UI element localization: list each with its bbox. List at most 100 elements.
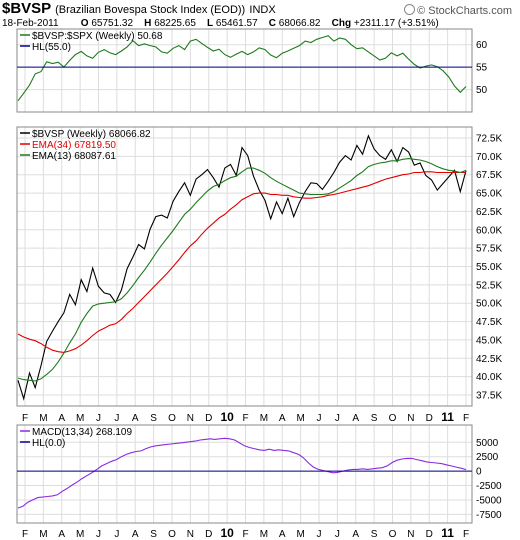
price-y-tick-label: 40.0K (476, 372, 502, 383)
price-x-tick-label: M (296, 413, 304, 424)
macd-x-tick-label: A (279, 529, 286, 540)
macd-y-tick-label: 2500 (476, 452, 499, 463)
macd-y-tick-label: -7500 (476, 510, 502, 521)
brand: © StockCharts.com (404, 4, 512, 17)
price-x-tick-label: A (58, 413, 65, 424)
price-y-tick-label: 67.5K (476, 170, 502, 181)
price-y-tick-label: 57.5K (476, 244, 502, 255)
price-x-tick-label: M (39, 413, 47, 424)
price-x-tick-label: D (426, 413, 433, 424)
price-y-tick-label: 42.5K (476, 354, 502, 365)
price-x-tick-label: D (205, 413, 212, 424)
macd-legend-label: MACD(13,34) 268.109 (32, 427, 132, 438)
price-y-tick-label: 45.0K (476, 335, 502, 346)
macd-y-tick-label: 0 (476, 467, 482, 478)
macd-x-tick-label: A (58, 529, 65, 540)
ratio-y-tick-label: 55 (476, 63, 488, 74)
macd-x-tick-label: A (352, 529, 359, 540)
price-y-tick-label: 62.5K (476, 207, 502, 218)
price-x-tick-label: J (96, 413, 101, 424)
macd-x-tick-label: 11 (441, 526, 454, 540)
macd-x-tick-label: N (407, 529, 414, 540)
price-x-tick-label: A (352, 413, 359, 424)
macd-x-tick-label: O (168, 529, 176, 540)
high-value: 68225.65 (154, 18, 196, 29)
close-label: C (268, 18, 276, 29)
high-label: H (144, 18, 152, 29)
price-series-line-0 (17, 134, 467, 401)
price-y-tick-label: 60.0K (476, 225, 502, 236)
macd-legend-label: HL(0.0) (32, 438, 65, 449)
description: (Brazilian Bovespa Stock Index (EOD)) (55, 4, 246, 16)
price-x-tick-label: O (389, 413, 397, 424)
price-x-tick-label: F (463, 413, 469, 424)
symbol: $BVSP (2, 0, 51, 17)
macd-y-tick-label: -5000 (476, 495, 502, 506)
price-series-line-2 (17, 158, 467, 382)
macd-x-tick-label: J (335, 529, 340, 540)
open-label: O (80, 18, 89, 29)
price-x-tick-label: J (335, 413, 340, 424)
price-y-tick-label: 55.0K (476, 262, 502, 273)
price-x-tick-label: N (407, 413, 414, 424)
macd-frame (16, 424, 473, 524)
price-x-tick-label: 10 (220, 410, 234, 424)
price-legend-label: EMA(13) 68087.61 (32, 151, 116, 162)
ratio-series-line-0 (17, 35, 467, 102)
open-value: 65751.32 (91, 18, 134, 29)
macd-x-tick-label: N (187, 529, 194, 540)
price-y-tick-label: 50.0K (476, 299, 502, 310)
price-y-tick-label: 37.5K (476, 390, 502, 401)
stockcharts-logo-icon (404, 4, 416, 15)
quote-line: 18-Feb-2011 O 65751.32 H 68225.65 L 6546… (2, 18, 439, 29)
price-x-tick-label: A (132, 413, 139, 424)
macd-x-tick-label: J (114, 529, 119, 540)
price-y-tick-label: 72.5K (476, 134, 502, 145)
macd-x-tick-label: M (260, 529, 268, 540)
price-x-tick-label: 11 (441, 410, 454, 424)
macd-x-tick-label: S (371, 529, 378, 540)
macd-x-tick-label: M (76, 529, 84, 540)
change-label: Chg (331, 18, 352, 29)
price-series-line-1 (17, 171, 467, 353)
brand-text: © StockCharts.com (417, 5, 512, 17)
price-x-tick-label: S (371, 413, 378, 424)
price-x-tick-label: M (260, 413, 268, 424)
price-x-tick-label: F (22, 413, 28, 424)
low-value: 65461.57 (215, 18, 258, 29)
quote-date: 18-Feb-2011 (2, 18, 59, 29)
macd-x-tick-label: D (426, 529, 433, 540)
price-legend-label: EMA(34) 67819.50 (32, 140, 116, 151)
ratio-legend-label: HL(55.0) (32, 42, 71, 53)
change-value: +2311.17 (+3.51%) (353, 18, 439, 29)
ratio-y-tick-label: 60 (476, 40, 488, 51)
price-y-tick-label: 65.0K (476, 189, 502, 200)
low-label: L (207, 18, 214, 29)
macd-x-tick-label: S (150, 529, 157, 540)
chart-title: $BVSP (Brazilian Bovespa Stock Index (EO… (2, 0, 276, 17)
price-x-tick-label: O (168, 413, 176, 424)
price-x-tick-label: N (187, 413, 194, 424)
macd-x-tick-label: M (296, 529, 304, 540)
macd-x-tick-label: F (242, 529, 248, 540)
price-y-tick-label: 70.0K (476, 152, 502, 163)
exchange: INDX (249, 4, 276, 16)
ratio-legend-label: $BVSP:$SPX (Weekly) 50.68 (32, 31, 163, 42)
ratio-y-tick-label: 50 (476, 85, 488, 96)
price-y-tick-label: 52.5K (476, 280, 502, 291)
macd-x-tick-label: J (317, 529, 322, 540)
price-x-tick-label: J (114, 413, 119, 424)
macd-series-line-0 (17, 437, 467, 509)
price-x-tick-label: A (279, 413, 286, 424)
price-frame (16, 126, 473, 407)
macd-x-tick-label: O (389, 529, 397, 540)
macd-x-tick-label: D (205, 529, 212, 540)
price-legend-label: $BVSP (Weekly) 68066.82 (32, 129, 151, 140)
price-y-tick-label: 47.5K (476, 317, 502, 328)
price-x-tick-label: S (150, 413, 157, 424)
price-x-tick-label: F (242, 413, 248, 424)
price-x-tick-label: M (76, 413, 84, 424)
macd-x-tick-label: F (22, 529, 28, 540)
price-x-tick-label: J (317, 413, 322, 424)
